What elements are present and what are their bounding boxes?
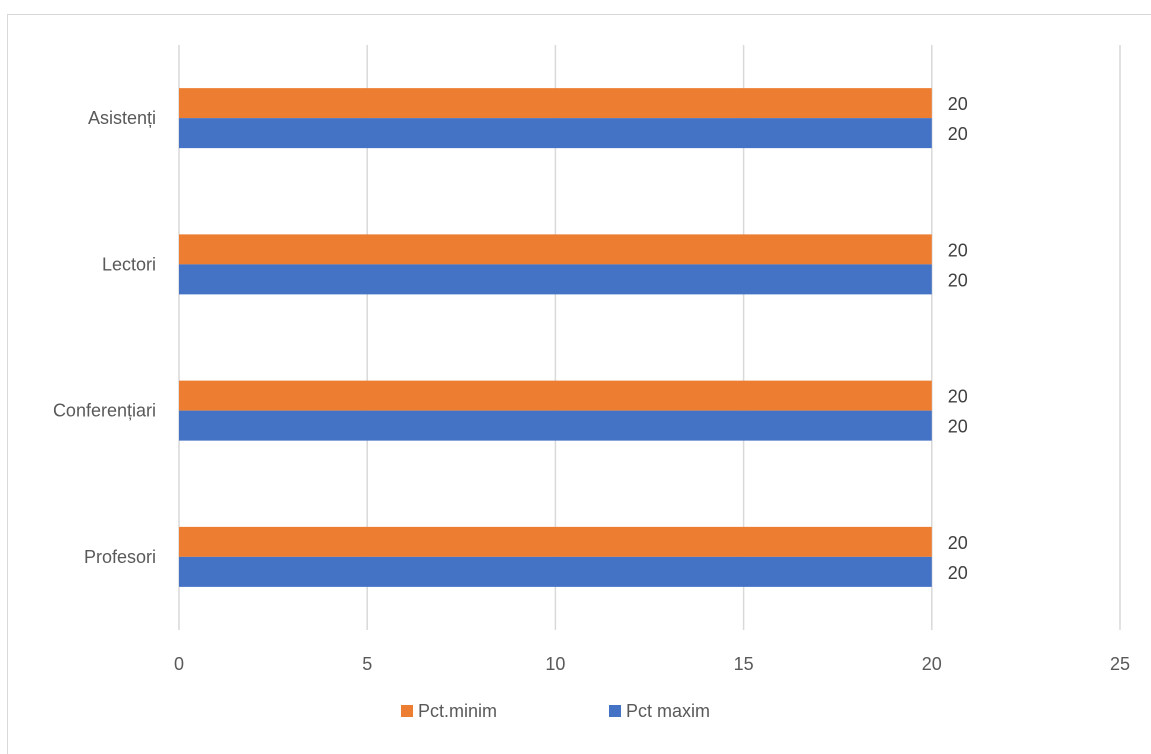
x-tick-label: 0 [174, 654, 184, 674]
bar-pct-maxim [179, 556, 932, 587]
legend-label: Pct.minim [418, 701, 497, 721]
data-label: 20 [948, 563, 968, 583]
bar-pct-maxim [179, 264, 932, 295]
data-label: 20 [948, 94, 968, 114]
data-label: 20 [948, 387, 968, 407]
bar-pct-minim [179, 380, 932, 411]
category-label: Asistenți [88, 108, 156, 128]
bar-pct-minim [179, 88, 932, 119]
x-tick-label: 25 [1110, 654, 1130, 674]
category-label: Conferențiari [53, 401, 156, 421]
data-label: 20 [948, 417, 968, 437]
legend-swatch [609, 705, 621, 717]
bar-pct-maxim [179, 118, 932, 149]
legend-swatch [401, 705, 413, 717]
bar-pct-maxim [179, 410, 932, 441]
legend-label: Pct maxim [626, 701, 710, 721]
data-label: 20 [948, 124, 968, 144]
bar-pct-minim [179, 234, 932, 265]
x-tick-label: 5 [362, 654, 372, 674]
x-tick-label: 20 [922, 654, 942, 674]
data-label: 20 [948, 240, 968, 260]
category-label: Lectori [102, 254, 156, 274]
x-tick-label: 15 [734, 654, 754, 674]
data-label: 20 [948, 533, 968, 553]
bar-pct-minim [179, 526, 932, 557]
chart-frame [7, 14, 1151, 754]
category-label: Profesori [84, 547, 156, 567]
data-label: 20 [948, 270, 968, 290]
x-tick-label: 10 [545, 654, 565, 674]
